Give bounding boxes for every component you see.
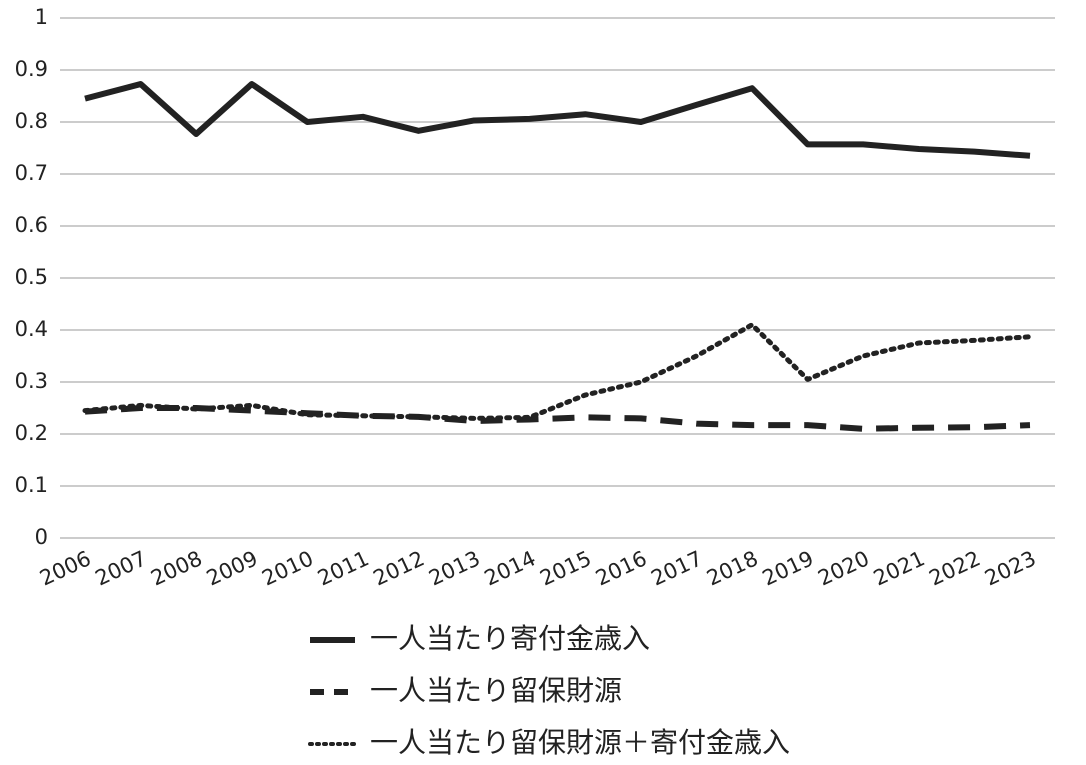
x-tick-label: 2016 xyxy=(592,546,651,590)
y-tick-label: 0 xyxy=(35,525,48,549)
x-tick-label: 2021 xyxy=(870,546,929,590)
series-line xyxy=(84,405,1031,432)
y-tick-label: 0.4 xyxy=(15,317,48,341)
x-tick-label: 2012 xyxy=(370,546,429,590)
x-tick-label: 2011 xyxy=(314,546,373,590)
x-tick-label: 2006 xyxy=(36,546,95,590)
y-tick-label: 0.9 xyxy=(15,57,48,81)
x-tick-label: 2018 xyxy=(703,546,762,590)
x-tick-label: 2017 xyxy=(648,546,707,590)
y-tick-label: 0.5 xyxy=(15,265,48,289)
x-tick-label: 2014 xyxy=(481,546,540,590)
series-line xyxy=(82,322,1033,421)
y-tick-label: 0.8 xyxy=(15,109,48,133)
y-tick-label: 0.2 xyxy=(15,421,48,445)
x-tick-label: 2007 xyxy=(92,546,151,590)
x-tick-label: 2020 xyxy=(814,546,873,590)
legend-label: 一人当たり留保財源 xyxy=(370,674,622,707)
series-line xyxy=(84,81,1031,159)
x-tick-label: 2008 xyxy=(147,546,206,590)
y-tick-label: 0.7 xyxy=(15,161,48,185)
y-tick-label: 0.6 xyxy=(15,213,48,237)
y-tick-label: 1 xyxy=(35,5,48,29)
x-tick-label: 2013 xyxy=(425,546,484,590)
x-tick-label: 2010 xyxy=(258,546,317,590)
y-tick-label: 0.1 xyxy=(15,473,48,497)
x-tick-label: 2015 xyxy=(536,546,595,590)
x-tick-label: 2019 xyxy=(759,546,818,590)
x-tick-label: 2009 xyxy=(203,546,262,590)
x-tick-label: 2023 xyxy=(981,546,1040,590)
y-tick-label: 0.3 xyxy=(15,369,48,393)
legend-label: 一人当たり留保財源＋寄付金歳入 xyxy=(370,726,790,759)
x-tick-label: 2022 xyxy=(925,546,984,590)
legend-label: 一人当たり寄付金歳入 xyxy=(370,622,650,655)
